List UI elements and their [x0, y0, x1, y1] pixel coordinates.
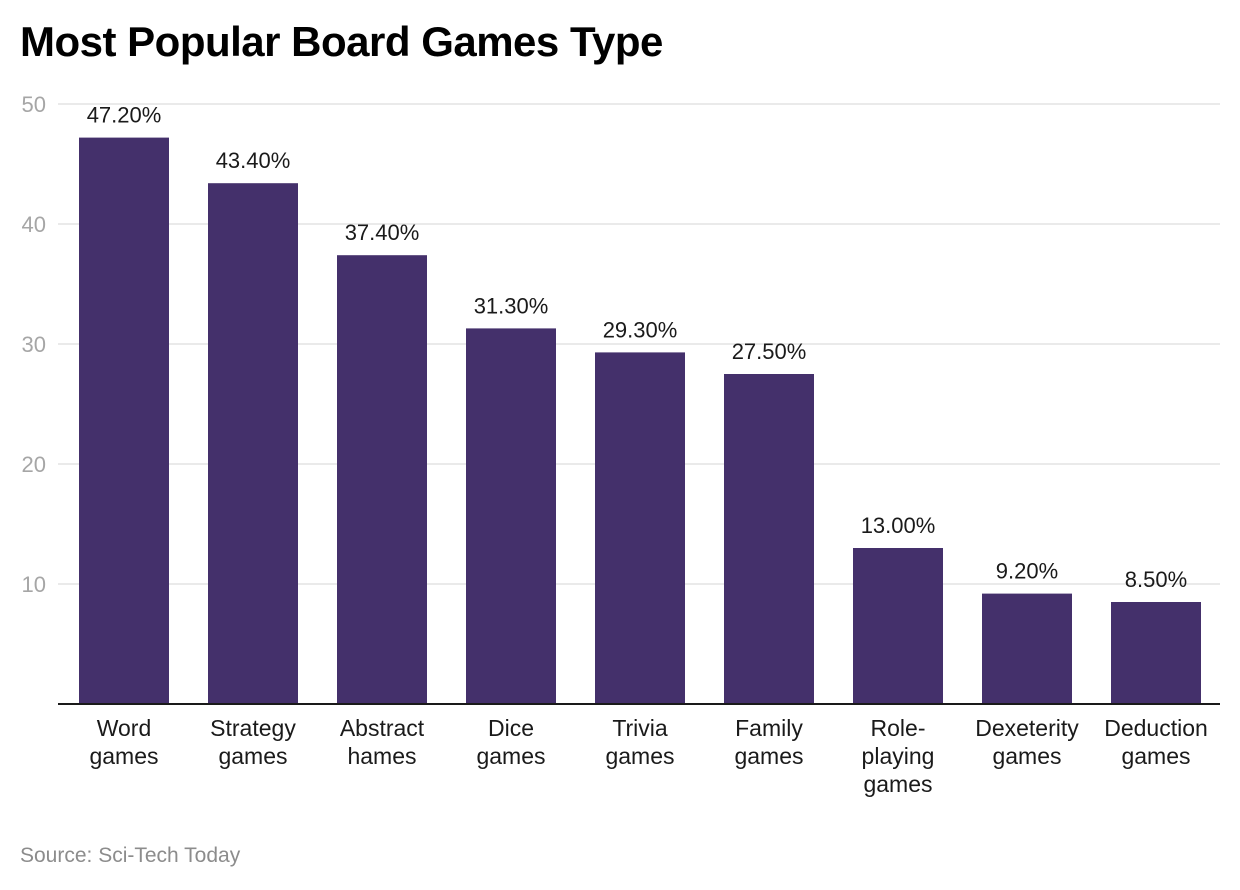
x-tick-label: Dice games [476, 715, 545, 769]
y-tick-label: 20 [22, 452, 46, 477]
bar [79, 137, 169, 705]
data-label: 47.20% [87, 103, 162, 128]
y-tick-label: 10 [22, 572, 46, 597]
data-label: 29.30% [603, 317, 678, 342]
data-label: 31.30% [474, 293, 549, 318]
x-tick-label: Word games [89, 715, 158, 769]
data-label: 8.50% [1125, 567, 1187, 592]
bar [1111, 602, 1201, 704]
source-note: Source: Sci-Tech Today [20, 844, 241, 867]
x-tick-label: Dexeterity games [975, 715, 1079, 769]
x-tick-label: Family games [734, 715, 803, 769]
bar [208, 183, 298, 704]
y-tick-label: 50 [22, 92, 46, 117]
bar [337, 255, 427, 704]
data-label: 13.00% [861, 513, 936, 538]
bar [724, 374, 814, 704]
x-tick-label: Role-playing games [862, 715, 935, 797]
bar [982, 593, 1072, 704]
bar [853, 548, 943, 704]
data-labels: 47.20% 43.40% 37.40% 31.30% 29.30% 27.50% 13.0… [87, 103, 1188, 592]
chart-title: Most Popular Board Games Type [20, 18, 663, 65]
x-tick-label: Strategy games [210, 715, 296, 769]
data-label: 27.50% [732, 339, 807, 364]
x-tick-label: Abstract hames [340, 715, 425, 769]
data-label: 43.40% [216, 148, 291, 173]
x-tick-label: Trivia games [605, 715, 674, 769]
bar [595, 352, 685, 704]
data-label: 9.20% [996, 559, 1058, 584]
data-label: 37.40% [345, 220, 420, 245]
x-tick-label: Deduction games [1104, 715, 1208, 769]
bars [79, 137, 1201, 705]
y-tick-label: 30 [22, 332, 46, 357]
x-axis-ticks: Word games Strategy games Abstract hames Dice g… [89, 715, 1207, 797]
y-tick-label: 40 [22, 212, 46, 237]
bar [466, 328, 556, 704]
y-axis-ticks: 10 20 30 40 50 [22, 92, 46, 597]
